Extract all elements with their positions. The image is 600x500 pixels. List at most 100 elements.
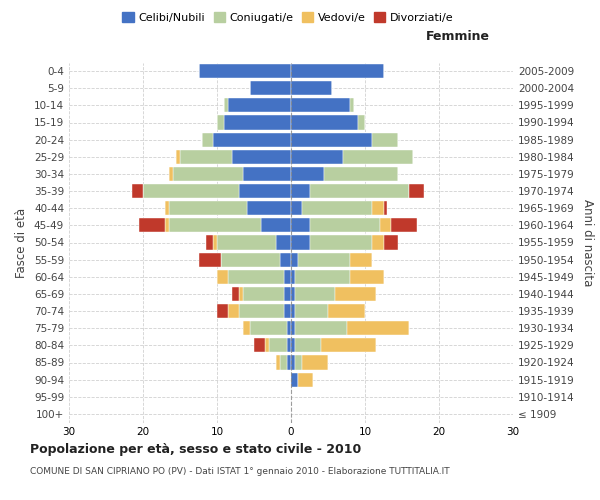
Bar [295, 287, 335, 301]
Bar [243, 167, 291, 181]
Bar [291, 338, 295, 352]
Bar [243, 287, 284, 301]
Bar [199, 252, 221, 266]
Bar [276, 236, 291, 250]
Bar [291, 270, 295, 284]
Bar [287, 321, 291, 335]
Bar [347, 321, 409, 335]
Bar [291, 321, 295, 335]
Bar [232, 150, 291, 164]
Bar [243, 321, 250, 335]
Text: Popolazione per età, sesso e stato civile - 2010: Popolazione per età, sesso e stato civil… [30, 442, 361, 456]
Bar [224, 116, 291, 130]
Bar [239, 184, 291, 198]
Bar [247, 201, 291, 215]
Bar [228, 304, 239, 318]
Bar [291, 116, 358, 130]
Bar [350, 98, 354, 112]
Bar [250, 81, 291, 95]
Bar [335, 287, 376, 301]
Bar [291, 287, 295, 301]
Bar [214, 236, 217, 250]
Bar [391, 218, 417, 232]
Bar [328, 304, 365, 318]
Bar [295, 304, 328, 318]
Bar [284, 287, 291, 301]
Bar [295, 270, 350, 284]
Bar [343, 150, 413, 164]
Bar [373, 236, 383, 250]
Bar [298, 252, 350, 266]
Bar [217, 304, 228, 318]
Bar [239, 287, 243, 301]
Bar [169, 167, 173, 181]
Bar [132, 184, 143, 198]
Bar [217, 270, 228, 284]
Bar [310, 218, 380, 232]
Bar [291, 132, 373, 146]
Bar [295, 356, 302, 370]
Bar [291, 218, 310, 232]
Y-axis label: Fasce di età: Fasce di età [16, 208, 28, 278]
Bar [202, 132, 214, 146]
Bar [180, 150, 232, 164]
Bar [350, 270, 383, 284]
Bar [269, 338, 287, 352]
Bar [291, 304, 295, 318]
Bar [176, 150, 180, 164]
Bar [383, 201, 387, 215]
Bar [206, 236, 214, 250]
Bar [280, 252, 291, 266]
Bar [350, 252, 373, 266]
Bar [291, 81, 332, 95]
Bar [173, 167, 243, 181]
Bar [276, 356, 280, 370]
Bar [295, 321, 347, 335]
Bar [295, 338, 320, 352]
Text: Femmine: Femmine [425, 30, 490, 43]
Bar [228, 270, 284, 284]
Bar [358, 116, 365, 130]
Bar [291, 98, 350, 112]
Bar [310, 236, 373, 250]
Bar [373, 201, 383, 215]
Bar [291, 64, 383, 78]
Bar [383, 236, 398, 250]
Bar [291, 356, 295, 370]
Bar [373, 132, 398, 146]
Bar [217, 236, 276, 250]
Bar [291, 201, 302, 215]
Bar [291, 184, 310, 198]
Bar [302, 356, 328, 370]
Bar [228, 98, 291, 112]
Bar [139, 218, 165, 232]
Bar [214, 132, 291, 146]
Bar [291, 236, 310, 250]
Bar [250, 321, 287, 335]
Bar [291, 372, 298, 386]
Y-axis label: Anni di nascita: Anni di nascita [581, 199, 594, 286]
Bar [287, 356, 291, 370]
Bar [310, 184, 409, 198]
Bar [217, 116, 224, 130]
Bar [265, 338, 269, 352]
Bar [280, 356, 287, 370]
Bar [291, 252, 298, 266]
Bar [298, 372, 313, 386]
Bar [254, 338, 265, 352]
Bar [302, 201, 373, 215]
Bar [291, 150, 343, 164]
Bar [284, 304, 291, 318]
Bar [291, 167, 325, 181]
Bar [262, 218, 291, 232]
Bar [284, 270, 291, 284]
Bar [320, 338, 376, 352]
Bar [239, 304, 284, 318]
Legend: Celibi/Nubili, Coniugati/e, Vedovi/e, Divorziati/e: Celibi/Nubili, Coniugati/e, Vedovi/e, Di… [118, 8, 458, 28]
Bar [224, 98, 228, 112]
Bar [232, 287, 239, 301]
Text: COMUNE DI SAN CIPRIANO PO (PV) - Dati ISTAT 1° gennaio 2010 - Elaborazione TUTTI: COMUNE DI SAN CIPRIANO PO (PV) - Dati IS… [30, 468, 449, 476]
Bar [165, 218, 169, 232]
Bar [380, 218, 391, 232]
Bar [325, 167, 398, 181]
